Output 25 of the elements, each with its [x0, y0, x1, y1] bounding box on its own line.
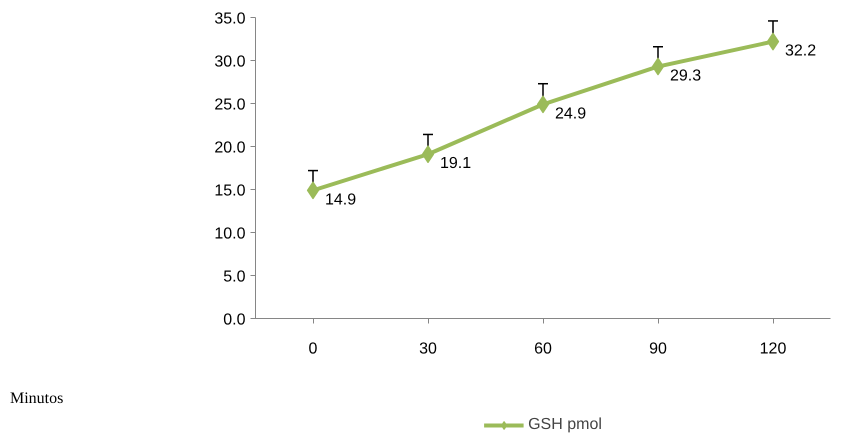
point	[536, 95, 550, 114]
data-label: 29.3	[670, 68, 702, 85]
legend-label: GSH pmol	[528, 416, 602, 434]
point	[652, 58, 664, 76]
point	[306, 181, 320, 200]
x-tick-label: 0	[308, 340, 318, 358]
data-label: 14.9	[325, 191, 356, 208]
data-label: 19.1	[440, 155, 472, 172]
y-tick-label: 10.0	[214, 226, 246, 242]
y-tick-label: 25.0	[214, 96, 246, 114]
y-tick-label: 30.0	[214, 54, 246, 70]
y-tick-label: 35.0	[214, 10, 246, 28]
point	[422, 145, 434, 164]
point	[766, 32, 780, 51]
y-tick-label: 0.0	[223, 312, 246, 328]
data-label: 24.9	[555, 105, 586, 122]
x-tick-label: 30	[419, 340, 437, 358]
x-tick-label: 90	[649, 340, 667, 358]
x-tick-label: 60	[534, 340, 552, 358]
y-tick-label: 15.0	[214, 182, 246, 200]
y-tick-label: 5.0	[223, 268, 246, 286]
y-tick-label: 20.0	[214, 140, 246, 156]
data-label: 32.2	[785, 42, 816, 60]
text: Minutos	[10, 389, 64, 409]
x-tick-label: 120	[760, 340, 786, 358]
